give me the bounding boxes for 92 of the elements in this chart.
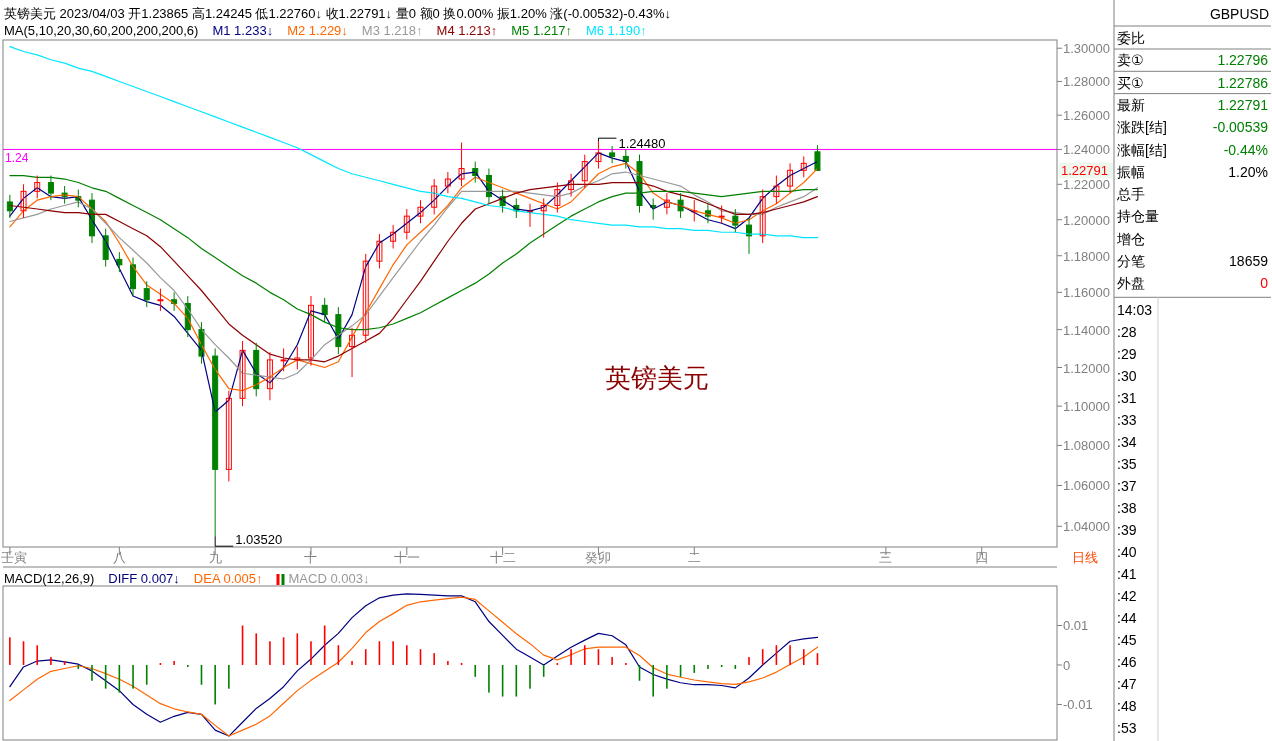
text: :45	[1117, 632, 1137, 649]
x-tick-label: 壬寅	[1, 550, 27, 565]
text: :46	[1117, 654, 1137, 671]
text: :47	[1117, 676, 1137, 693]
text: :40	[1117, 544, 1137, 561]
text: DEA 0.005↑	[193, 571, 263, 586]
text: GBPUSD	[1209, 6, 1269, 22]
text: :35	[1117, 456, 1137, 473]
x-tick-label: 十二	[489, 550, 516, 565]
text: 日线	[1072, 550, 1098, 565]
category-label: 振幅	[1117, 163, 1145, 180]
y-tick-label: 1.06000	[1063, 478, 1110, 494]
y-tick-label: 1.08000	[1063, 438, 1110, 454]
x-tick-label: 三	[879, 550, 893, 565]
y-tick-label: -0.01	[1063, 697, 1093, 713]
y-tick-label: 1.14000	[1063, 322, 1110, 338]
annotation: 英镑美元	[605, 363, 710, 394]
text: :29	[1117, 346, 1137, 363]
text: DIFF 0.007↓	[108, 571, 180, 586]
text: 18659	[1229, 253, 1268, 269]
y-tick-label: 1.16000	[1063, 285, 1110, 301]
x-tick-label: 十	[304, 550, 318, 565]
text: :42	[1117, 588, 1137, 605]
y-tick-label: 1.20000	[1063, 212, 1110, 228]
text: M6 1.190↑	[585, 23, 647, 38]
text: 1.22796	[1217, 52, 1268, 69]
legend-label: MACD 0.003↓	[288, 571, 370, 586]
annotation: 1.03520	[235, 532, 283, 548]
text: 1.22791	[1061, 163, 1108, 179]
y-tick-label: 1.10000	[1063, 399, 1110, 415]
text: M1 1.233↓	[212, 23, 274, 38]
y-tick-label: 1.28000	[1063, 74, 1110, 90]
text: :31	[1117, 390, 1137, 407]
x-tick-label: 四	[975, 550, 989, 565]
text: :44	[1117, 610, 1137, 627]
x-tick-label: 二	[687, 550, 701, 565]
y-tick-label: 1.30000	[1063, 41, 1110, 57]
text: M4 1.213↑	[436, 23, 498, 38]
text: :30	[1117, 368, 1137, 385]
category-label: 增仓	[1116, 230, 1145, 247]
text: :41	[1117, 566, 1137, 583]
candlestick	[280, 347, 287, 372]
category-label: 外盘	[1117, 275, 1145, 292]
candlestick	[157, 288, 164, 312]
y-tick-label: 0	[1063, 657, 1071, 673]
text: 1.22791	[1217, 96, 1268, 113]
category-label: 分笔	[1117, 253, 1145, 269]
y-tick-label: 1.26000	[1063, 108, 1110, 124]
text: :39	[1117, 522, 1137, 539]
text: 1.20%	[1228, 163, 1268, 180]
text: :28	[1117, 324, 1137, 341]
candlestick	[814, 144, 821, 172]
text: M2 1.229↓	[287, 23, 348, 38]
annotation: 1.24480	[618, 136, 666, 152]
x-tick-label: 八	[112, 550, 126, 565]
y-tick-label: 1.04000	[1063, 519, 1110, 535]
candlestick	[376, 233, 383, 269]
category-label: 买①	[1117, 74, 1144, 91]
text: 1.22786	[1217, 74, 1268, 91]
legend-title: MA(5,10,20,30,60,200,200,200,6)	[4, 23, 199, 38]
category-label: 涨跌[结]	[1117, 119, 1167, 136]
text: M3 1.218↑	[361, 23, 423, 38]
category-label: 涨幅[结]	[1117, 141, 1167, 158]
text: :38	[1117, 500, 1137, 517]
chart-title: 英镑美元 2023/04/03 开1.23865 高1.24245 低1.22760↓ 收1.22791↓ 量0 额0 换0.00% 振1.20% 涨(-0.00532)-0.43%↓	[4, 6, 671, 21]
y-tick-label: 0.01	[1063, 618, 1089, 634]
category-label: 卖①	[1117, 52, 1144, 69]
text: :48	[1117, 698, 1137, 715]
text: :53	[1117, 720, 1137, 737]
y-tick-label: 1.22000	[1063, 177, 1110, 193]
text: -0.44%	[1223, 141, 1268, 158]
text: :34	[1117, 434, 1137, 451]
ref-line-label: 1.24	[5, 151, 29, 166]
text: :37	[1117, 478, 1137, 495]
text: 14:03	[1117, 302, 1153, 319]
category-label: 总手	[1116, 186, 1145, 203]
legend-title: MACD(12,26,9)	[4, 571, 95, 586]
x-tick-label: 癸卯	[585, 550, 612, 565]
category-label: 最新	[1117, 96, 1145, 113]
x-tick-label: 十一	[393, 550, 420, 565]
y-tick-label: 1.24000	[1063, 142, 1110, 158]
candlestick	[718, 204, 725, 224]
y-tick-label: 1.18000	[1063, 248, 1110, 264]
candlestick	[458, 142, 465, 187]
text: M5 1.217↑	[511, 23, 572, 38]
text: -0.00539	[1212, 119, 1268, 136]
text: :33	[1117, 412, 1137, 429]
category-label: 持仓量	[1117, 208, 1159, 225]
x-tick-label: 九	[208, 550, 222, 565]
category-label: 委比	[1117, 30, 1145, 46]
text: 0	[1260, 275, 1268, 292]
y-tick-label: 1.12000	[1063, 360, 1110, 376]
